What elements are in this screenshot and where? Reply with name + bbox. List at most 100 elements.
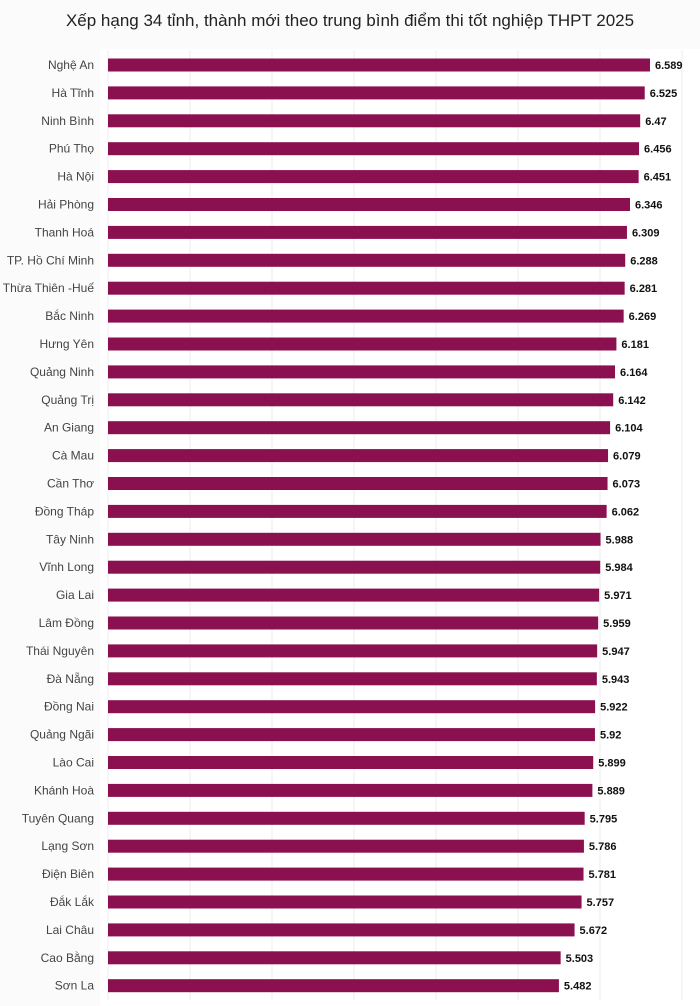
bar <box>108 644 598 658</box>
category-label: Tây Ninh <box>46 532 94 546</box>
category-label: Hưng Yên <box>39 337 94 351</box>
bar <box>108 421 611 435</box>
bar <box>108 756 594 769</box>
value-label: 6.073 <box>613 479 641 491</box>
value-label: 5.943 <box>602 674 630 686</box>
category-label: Quảng Trị <box>41 393 94 407</box>
value-label: 5.947 <box>602 646 630 658</box>
bar <box>108 504 607 518</box>
value-label: 6.525 <box>650 88 678 100</box>
category-label: Hà Tĩnh <box>52 86 94 100</box>
bar <box>108 783 593 797</box>
category-label: Ninh Bình <box>41 114 94 128</box>
value-label: 5.988 <box>606 534 634 546</box>
bar <box>108 700 596 714</box>
bar <box>108 198 630 211</box>
category-label: Gia Lai <box>56 588 94 602</box>
value-label: 5.795 <box>590 813 618 825</box>
bar <box>108 142 640 156</box>
value-label: 6.181 <box>621 339 649 351</box>
category-label: TP. Hồ Chí Minh <box>7 253 94 267</box>
category-label: Đắk Lắk <box>50 894 95 909</box>
bar <box>108 951 561 965</box>
value-label: 5.971 <box>604 590 632 602</box>
bar <box>108 588 600 602</box>
category-label: Quảng Ninh <box>30 365 94 379</box>
category-label: Điện Biên <box>42 867 94 881</box>
category-label: Sơn La <box>55 979 95 993</box>
value-label: 5.889 <box>597 785 625 797</box>
bar <box>108 309 624 323</box>
value-label: 6.079 <box>613 451 641 463</box>
value-label: 5.482 <box>564 981 592 993</box>
value-label: 5.503 <box>566 953 594 965</box>
bar <box>108 867 584 881</box>
bar <box>108 923 575 937</box>
category-label: Thừa Thiên -Huế <box>3 281 95 295</box>
bar <box>108 114 641 128</box>
bar <box>108 616 599 630</box>
category-label: Cao Bằng <box>41 950 94 965</box>
value-label: 6.451 <box>644 172 672 184</box>
bar <box>108 839 584 853</box>
category-label: Khánh Hoà <box>34 783 94 797</box>
bar <box>108 86 645 100</box>
category-label: Tuyên Quang <box>22 811 94 825</box>
bar <box>108 811 585 825</box>
category-label: Cần Thơ <box>47 477 94 491</box>
category-label: Hà Nội <box>57 170 94 184</box>
value-label: 5.672 <box>580 925 608 937</box>
bar <box>108 170 639 184</box>
bar <box>108 477 608 490</box>
chart-title: Xếp hạng 34 tỉnh, thành mới theo trung b… <box>65 11 635 30</box>
category-label: Cà Mau <box>52 449 94 463</box>
category-label: Lâm Đồng <box>39 616 94 630</box>
category-label: Vĩnh Long <box>39 560 94 574</box>
value-label: 5.984 <box>605 562 633 574</box>
bar <box>108 225 627 239</box>
category-label: Lạng Sơn <box>41 839 94 853</box>
bar <box>108 672 597 686</box>
category-label: Bắc Ninh <box>45 308 94 323</box>
bar <box>108 281 625 295</box>
value-label: 6.104 <box>615 423 643 435</box>
bar <box>108 728 595 742</box>
value-label: 6.456 <box>644 144 672 156</box>
category-label: Nghệ An <box>48 58 94 72</box>
value-label: 6.142 <box>618 395 646 407</box>
category-label: Đồng Tháp <box>35 504 94 518</box>
bar <box>108 560 601 574</box>
category-label: Quảng Ngãi <box>30 728 94 742</box>
bar <box>108 365 616 379</box>
category-label: Hải Phòng <box>38 198 94 212</box>
value-label: 6.589 <box>655 60 683 72</box>
value-label: 6.346 <box>635 200 663 212</box>
value-label: 5.959 <box>603 618 631 630</box>
bar <box>108 449 609 463</box>
bar <box>108 58 650 72</box>
value-label: 6.309 <box>632 227 660 239</box>
category-label: Lai Châu <box>46 923 94 937</box>
category-label: Phú Thọ <box>49 142 94 156</box>
category-label: Đà Nẵng <box>47 671 94 686</box>
bar <box>108 979 559 993</box>
value-label: 6.288 <box>630 255 658 267</box>
bar <box>108 532 601 546</box>
value-label: 6.062 <box>612 506 640 518</box>
category-label: Lào Cai <box>53 756 94 770</box>
value-label: 5.781 <box>589 869 617 881</box>
value-label: 6.47 <box>645 116 666 128</box>
bar <box>108 393 614 407</box>
value-label: 5.786 <box>589 841 617 853</box>
value-label: 5.757 <box>587 897 615 909</box>
category-label: Thái Nguyên <box>26 644 94 658</box>
category-label: An Giang <box>44 421 94 435</box>
bar <box>108 337 617 351</box>
bar <box>108 253 626 267</box>
value-label: 5.92 <box>600 730 621 742</box>
bar <box>108 895 582 909</box>
value-label: 5.922 <box>600 702 628 714</box>
category-label: Đồng Nai <box>44 700 94 714</box>
value-label: 6.269 <box>629 311 657 323</box>
